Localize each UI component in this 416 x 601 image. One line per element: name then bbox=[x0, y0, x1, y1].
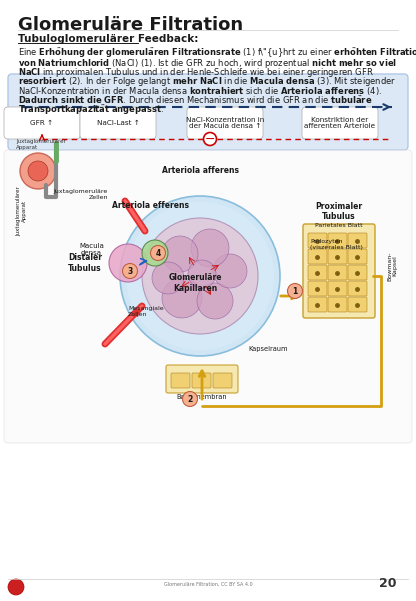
FancyBboxPatch shape bbox=[213, 373, 232, 388]
Text: Kapselraum: Kapselraum bbox=[248, 346, 287, 352]
Text: Basalmembran: Basalmembran bbox=[177, 394, 227, 400]
Circle shape bbox=[126, 202, 274, 350]
Circle shape bbox=[162, 236, 198, 272]
Text: Tubuloglomerulärer Feedback:: Tubuloglomerulärer Feedback: bbox=[18, 34, 198, 44]
Circle shape bbox=[109, 244, 147, 282]
FancyBboxPatch shape bbox=[328, 265, 347, 280]
Text: Glomeruläre Filtration: Glomeruläre Filtration bbox=[18, 16, 243, 34]
Text: 1: 1 bbox=[292, 287, 297, 296]
Text: Parietales Blatt: Parietales Blatt bbox=[315, 223, 363, 228]
Circle shape bbox=[183, 391, 198, 406]
FancyBboxPatch shape bbox=[328, 281, 347, 296]
Circle shape bbox=[142, 240, 168, 266]
FancyBboxPatch shape bbox=[348, 265, 367, 280]
Text: Eine $\bf{Erh\ddot{o}hung\ der\ glomerul\ddot{a}ren\ Filtrationsrate}$ (1) f\"{u: Eine $\bf{Erh\ddot{o}hung\ der\ glomerul… bbox=[18, 47, 416, 60]
Circle shape bbox=[162, 278, 202, 318]
Text: Podozyten
(viszerales Blatt): Podozyten (viszerales Blatt) bbox=[310, 239, 363, 250]
Text: NaCl-Konzentration in der Macula densa $\bf{kontrahiert}$ sich die $\bf{Arteriol: NaCl-Konzentration in der Macula densa $… bbox=[18, 85, 382, 97]
FancyBboxPatch shape bbox=[348, 249, 367, 264]
Circle shape bbox=[28, 161, 48, 181]
Text: $\bf{Dadurch\ sinkt\ die\ GFR}$. Durch diesen Mechanismus wird die GFR an die $\: $\bf{Dadurch\ sinkt\ die\ GFR}$. Durch d… bbox=[18, 94, 372, 106]
FancyBboxPatch shape bbox=[187, 107, 263, 139]
Circle shape bbox=[8, 579, 24, 595]
Text: Proximaler
Tubulus: Proximaler Tubulus bbox=[315, 201, 363, 221]
Text: Glomeruläre
Kapillaren: Glomeruläre Kapillaren bbox=[168, 273, 222, 293]
Text: 2: 2 bbox=[187, 394, 193, 403]
Text: −: − bbox=[205, 132, 215, 145]
Circle shape bbox=[120, 196, 280, 356]
Text: Juxtaglomerulärer
Apparat: Juxtaglomerulärer Apparat bbox=[17, 186, 27, 236]
Text: GFR ↑: GFR ↑ bbox=[30, 120, 54, 126]
Text: $\bf{resorbiert}$ (2). In der Folge gelangt $\bf{mehr\ NaCl}$ in die $\bf{Macula: $\bf{resorbiert}$ (2). In der Folge gela… bbox=[18, 76, 396, 88]
Text: Arteriola efferens: Arteriola efferens bbox=[112, 201, 189, 210]
Text: Konstriktion der
afferenten Arteriole: Konstriktion der afferenten Arteriole bbox=[305, 117, 376, 129]
Text: Mesangiale
Zellen: Mesangiale Zellen bbox=[128, 306, 163, 317]
Circle shape bbox=[287, 284, 302, 299]
Circle shape bbox=[152, 262, 184, 294]
Text: $\bf{von\ Natriumchlorid}$ (NaCl) (1). Ist die GFR zu hoch, wird prozentual $\bf: $\bf{von\ Natriumchlorid}$ (NaCl) (1). I… bbox=[18, 56, 397, 70]
Text: Distaler
Tubulus: Distaler Tubulus bbox=[68, 253, 102, 273]
FancyBboxPatch shape bbox=[348, 233, 367, 248]
FancyBboxPatch shape bbox=[4, 150, 412, 443]
FancyBboxPatch shape bbox=[348, 297, 367, 312]
Circle shape bbox=[197, 283, 233, 319]
FancyBboxPatch shape bbox=[328, 233, 347, 248]
Circle shape bbox=[142, 218, 258, 334]
Text: Juxtaglomeruläre
Zellen: Juxtaglomeruläre Zellen bbox=[54, 189, 108, 200]
Circle shape bbox=[151, 245, 166, 260]
FancyBboxPatch shape bbox=[8, 74, 408, 150]
FancyBboxPatch shape bbox=[308, 281, 327, 296]
FancyBboxPatch shape bbox=[308, 233, 327, 248]
FancyBboxPatch shape bbox=[303, 224, 375, 318]
FancyBboxPatch shape bbox=[308, 249, 327, 264]
FancyBboxPatch shape bbox=[80, 107, 156, 139]
FancyBboxPatch shape bbox=[328, 297, 347, 312]
Circle shape bbox=[188, 260, 216, 288]
FancyBboxPatch shape bbox=[308, 265, 327, 280]
FancyBboxPatch shape bbox=[171, 373, 190, 388]
Circle shape bbox=[213, 254, 247, 288]
Text: NaCl-Last ↑: NaCl-Last ↑ bbox=[97, 120, 139, 126]
Text: 3: 3 bbox=[127, 266, 133, 275]
Text: 20: 20 bbox=[379, 577, 396, 590]
FancyBboxPatch shape bbox=[166, 365, 238, 393]
Circle shape bbox=[20, 153, 56, 189]
Text: Juxtaglomerulärer
Apparat: Juxtaglomerulärer Apparat bbox=[16, 139, 66, 150]
Text: Macula
densa: Macula densa bbox=[79, 243, 104, 256]
Text: $\bf{Transportkapazit\ddot{a}t\ angepasst}$.: $\bf{Transportkapazit\ddot{a}t\ angepass… bbox=[18, 104, 164, 117]
FancyBboxPatch shape bbox=[328, 249, 347, 264]
Text: Bowman-
Kapsel: Bowman- Kapsel bbox=[387, 251, 398, 281]
Text: Arteriola afferens: Arteriola afferens bbox=[162, 166, 239, 175]
FancyBboxPatch shape bbox=[302, 107, 378, 139]
FancyBboxPatch shape bbox=[308, 297, 327, 312]
Text: NaCl-Konzentration in
der Macula densa ↑: NaCl-Konzentration in der Macula densa ↑ bbox=[186, 117, 264, 129]
Circle shape bbox=[203, 132, 216, 145]
Text: $\bf{NaCl}$ im proximalen Tubulus und in der Henle-Schleife wie bei einer gering: $\bf{NaCl}$ im proximalen Tubulus und in… bbox=[18, 66, 374, 79]
Text: 4: 4 bbox=[155, 248, 161, 257]
Circle shape bbox=[191, 229, 229, 267]
Text: Glomeruläre Filtration, CC BY SA 4.0: Glomeruläre Filtration, CC BY SA 4.0 bbox=[163, 582, 253, 587]
FancyBboxPatch shape bbox=[348, 281, 367, 296]
FancyBboxPatch shape bbox=[4, 107, 80, 139]
FancyBboxPatch shape bbox=[192, 373, 211, 388]
Circle shape bbox=[122, 263, 138, 278]
